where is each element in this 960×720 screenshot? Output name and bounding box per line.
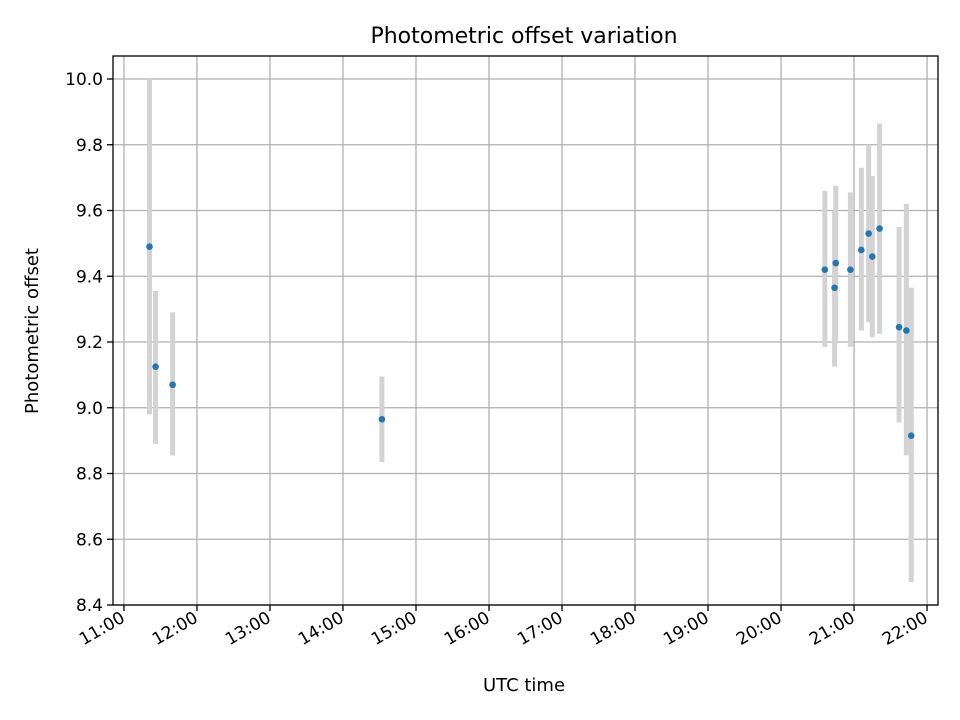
y-tick-label: 9.0 xyxy=(76,399,103,419)
y-tick-label: 9.8 xyxy=(76,136,103,156)
x-tick-label: 12:00 xyxy=(149,608,201,650)
data-point xyxy=(821,266,829,273)
y-tick-label: 9.4 xyxy=(76,267,103,287)
data-point xyxy=(146,243,153,250)
y-tick-label: 9.6 xyxy=(76,202,103,222)
y-tick-label: 8.4 xyxy=(76,596,103,616)
x-tick-label: 16:00 xyxy=(441,608,493,650)
data-point xyxy=(868,253,876,260)
y-tick-label: 8.6 xyxy=(76,530,103,550)
data-point xyxy=(903,327,910,334)
chart-title: Photometric offset variation xyxy=(370,24,677,49)
x-tick-label: 21:00 xyxy=(806,608,858,650)
x-tick-label: 15:00 xyxy=(368,608,420,650)
x-tick-label: 13:00 xyxy=(222,608,274,650)
data-point xyxy=(378,415,386,423)
x-tick-label: 14:00 xyxy=(295,608,347,650)
x-tick-label: 17:00 xyxy=(514,608,566,650)
grid-lines xyxy=(113,56,938,606)
data-point xyxy=(865,230,872,237)
x-tick-label: 19:00 xyxy=(660,608,712,650)
plot-frame xyxy=(112,55,939,606)
y-tick-label: 9.2 xyxy=(76,333,103,353)
x-tick-label: 22:00 xyxy=(879,608,931,650)
data-point xyxy=(876,225,883,232)
x-tick-label: 20:00 xyxy=(733,608,785,650)
data-points xyxy=(146,225,915,439)
x-tick-label: 18:00 xyxy=(587,608,639,650)
data-point xyxy=(152,363,159,370)
data-point xyxy=(832,259,840,267)
data-point xyxy=(895,323,903,331)
data-point xyxy=(831,284,838,292)
data-point xyxy=(847,266,854,273)
y-tick-label: 8.8 xyxy=(76,465,103,485)
y-axis-label: Photometric offset xyxy=(22,248,43,414)
data-point xyxy=(169,381,176,389)
data-point xyxy=(907,432,915,439)
y-tick-label: 10.0 xyxy=(65,70,103,90)
error-bars xyxy=(147,79,914,582)
axis-ticks: 11:00 12:00 13:00 14:00 15:00 16:00 17:00 18:00… xyxy=(65,70,931,650)
x-axis-label: UTC time xyxy=(483,675,565,696)
data-point xyxy=(858,246,865,254)
